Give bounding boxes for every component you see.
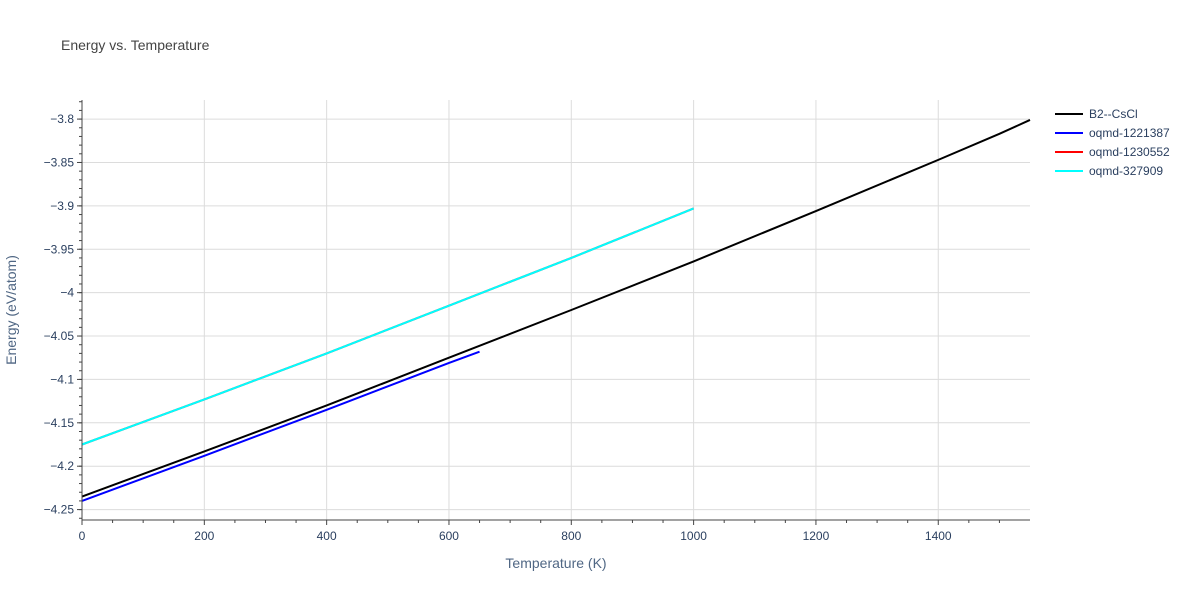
series-line-B2--CsCl (81, 119, 1031, 498)
legend-label: oqmd-1221387 (1089, 126, 1170, 140)
x-tick-label: 1200 (803, 529, 830, 543)
x-tick-label: 600 (439, 529, 459, 543)
legend-label: B2--CsCl (1089, 107, 1138, 121)
y-axis-title: Energy (eV/atom) (3, 255, 19, 365)
y-tick-label: −4.1 (50, 372, 74, 386)
y-tick-label: −3.9 (50, 199, 74, 213)
series-line-oqmd-1230552 (81, 207, 694, 446)
y-tick-label: −3.95 (44, 242, 75, 256)
legend-item-oqmd-1221387[interactable]: oqmd-1221387 (1055, 126, 1170, 140)
x-tick-label: 200 (194, 529, 214, 543)
grid (82, 100, 1030, 520)
legend-item-B2--CsCl[interactable]: B2--CsCl (1055, 107, 1138, 121)
series-line-oqmd-1221387 (81, 350, 480, 502)
x-tick-label: 0 (79, 529, 86, 543)
series-lines (81, 119, 1031, 502)
legend[interactable]: B2--CsCl oqmd-1221387 oqmd-1230552 oqmd-327… (1055, 107, 1170, 178)
legend-item-oqmd-1230552[interactable]: oqmd-1230552 (1055, 145, 1170, 159)
y-tick-label: −4.05 (44, 329, 75, 343)
chart-title: Energy vs. Temperature (61, 37, 210, 53)
y-tick-label: −3.8 (50, 112, 74, 126)
y-tick-label: −4.2 (50, 459, 74, 473)
series-line-oqmd-327909 (81, 207, 694, 446)
legend-label: oqmd-327909 (1089, 164, 1163, 178)
legend-label: oqmd-1230552 (1089, 145, 1170, 159)
x-tick-label: 1000 (680, 529, 707, 543)
axes: 0 200 400 600 800 1000 1200 1400 −3.8 −3.85 −3.9 −3… (44, 100, 1030, 543)
legend-item-oqmd-327909[interactable]: oqmd-327909 (1055, 164, 1163, 178)
x-tick-label: 1400 (925, 529, 952, 543)
y-tick-label: −4.15 (44, 416, 75, 430)
x-axis-title: Temperature (K) (505, 555, 606, 571)
x-tick-label: 400 (317, 529, 337, 543)
x-tick-label: 800 (561, 529, 581, 543)
y-tick-label: −4 (60, 286, 74, 300)
y-tick-label: −3.85 (44, 155, 75, 169)
y-tick-label: −4.25 (44, 503, 75, 517)
